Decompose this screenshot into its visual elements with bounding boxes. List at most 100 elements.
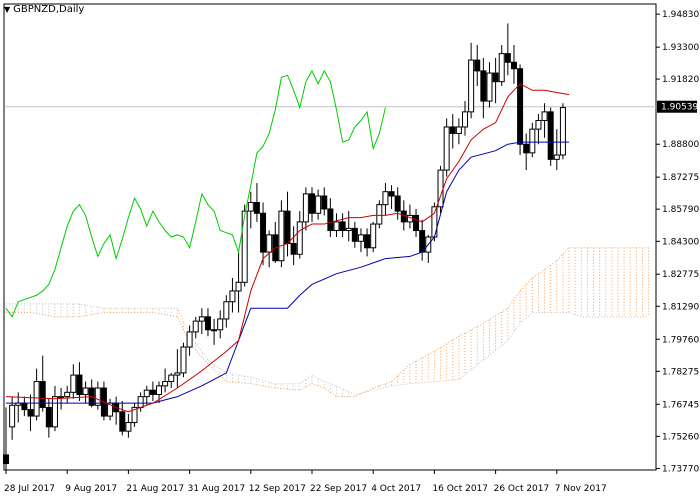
kumo-cloud	[5, 247, 650, 398]
candle	[339, 213, 346, 237]
candle	[449, 114, 456, 149]
candle-body	[486, 72, 493, 102]
y-tick-label: 1.78275	[662, 367, 699, 377]
candle	[523, 133, 530, 171]
candle	[296, 211, 303, 259]
candle-body	[149, 389, 156, 395]
senkou-span-a	[6, 247, 649, 398]
kijun-sen-line	[6, 141, 570, 404]
candle-body	[480, 70, 487, 102]
candle-body	[455, 126, 462, 134]
candle	[3, 407, 9, 473]
candle	[486, 62, 493, 108]
candle-body	[296, 221, 303, 255]
candle-body	[541, 111, 548, 121]
candle	[388, 185, 395, 209]
candle	[266, 230, 273, 268]
candle	[345, 211, 352, 242]
candle-body	[510, 61, 517, 70]
candle	[541, 103, 548, 138]
x-tick-label: 31 Aug 2017	[188, 484, 246, 494]
y-tick-label: 1.79760	[662, 335, 699, 345]
candle	[468, 42, 475, 119]
candle	[413, 208, 420, 237]
candle-body	[27, 409, 34, 417]
symbol-title[interactable]: ▼ GBPNZD,Daily	[4, 4, 84, 15]
candle	[504, 23, 511, 76]
y-tick-label: 1.88800	[662, 140, 699, 150]
candle-body	[419, 230, 426, 253]
candle-body	[94, 387, 101, 406]
candle-body	[3, 454, 9, 465]
candle	[247, 191, 254, 229]
time-axis: 28 Jul 2017 9 Aug 2017 21 Aug 2017 31 Aug 2…	[4, 470, 607, 494]
candle-body	[339, 221, 346, 232]
candle-body	[443, 126, 450, 171]
candle-body	[492, 72, 499, 83]
candle	[119, 400, 126, 436]
candle-body	[156, 385, 162, 395]
candle-body	[327, 208, 334, 232]
candle	[39, 355, 46, 412]
candle	[94, 381, 101, 410]
y-tick-label: 1.73770	[662, 464, 699, 474]
candle-body	[523, 143, 530, 154]
candle-body	[39, 381, 46, 408]
candle	[315, 189, 322, 220]
candle	[553, 129, 560, 171]
x-tick-label: 26 Oct 2017	[494, 484, 550, 494]
price-axis: 1.94830 1.93300 1.91820 1.88800 1.87275 1.857…	[656, 10, 699, 474]
x-tick-label: 7 Nov 2017	[555, 484, 607, 494]
candle	[229, 277, 236, 313]
current-price-badge-bg	[657, 100, 697, 113]
candle-body	[51, 396, 58, 428]
candle-body	[33, 381, 40, 417]
candle	[529, 122, 536, 158]
candle	[498, 44, 505, 86]
y-tick-label: 1.85790	[662, 205, 699, 215]
candle-body	[223, 301, 230, 320]
candle-body	[131, 406, 138, 424]
candle	[278, 200, 285, 268]
candle	[198, 308, 205, 335]
x-tick-label: 4 Oct 2017	[371, 484, 421, 494]
candle-body	[198, 316, 205, 322]
candle-body	[229, 290, 236, 303]
candle-body	[474, 59, 481, 72]
candle	[517, 64, 524, 156]
candle	[235, 252, 242, 313]
candle-body	[382, 191, 389, 206]
candle	[82, 381, 89, 404]
candle-body	[504, 53, 511, 63]
candle	[351, 221, 358, 248]
candle-body	[119, 411, 126, 432]
chikou-span-line	[5, 69, 386, 318]
candle	[149, 381, 156, 401]
candle	[9, 396, 16, 440]
candle-body	[58, 396, 65, 399]
candle-body	[186, 331, 193, 348]
triangle-down-icon[interactable]: ▼	[4, 5, 11, 14]
candle	[143, 385, 150, 406]
candle	[192, 316, 199, 339]
candle-body	[364, 234, 371, 249]
candle-body	[64, 391, 71, 398]
candle-body	[253, 201, 260, 214]
x-tick-label: 28 Jul 2017	[4, 484, 55, 494]
candle-body	[82, 387, 89, 395]
candle-body	[266, 234, 273, 253]
candle-body	[376, 204, 383, 225]
candle-body	[351, 227, 358, 242]
current-price-label: 1.90539	[661, 103, 698, 113]
candle-body	[449, 126, 456, 134]
candle	[76, 362, 83, 401]
candle	[321, 187, 328, 216]
y-tick-label: 1.91820	[662, 75, 699, 85]
candle	[547, 107, 554, 166]
candle	[455, 118, 462, 145]
current-price-badge: 1.90539	[657, 100, 698, 113]
candle-body	[45, 406, 52, 428]
indicator-lines	[5, 69, 570, 413]
candle	[174, 349, 181, 389]
